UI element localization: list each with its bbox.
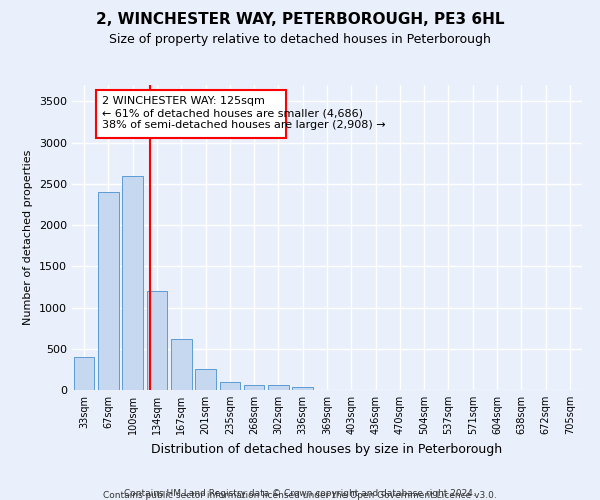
- Y-axis label: Number of detached properties: Number of detached properties: [23, 150, 34, 325]
- Bar: [74, 357, 94, 390]
- Bar: [244, 384, 265, 390]
- Text: 2 WINCHESTER WAY: 125sqm: 2 WINCHESTER WAY: 125sqm: [103, 96, 265, 106]
- Text: ← 61% of detached houses are smaller (4,686): ← 61% of detached houses are smaller (4,…: [103, 108, 364, 118]
- Bar: [98, 192, 119, 390]
- Bar: [268, 386, 289, 390]
- Bar: [292, 386, 313, 390]
- Bar: [122, 176, 143, 390]
- X-axis label: Distribution of detached houses by size in Peterborough: Distribution of detached houses by size …: [151, 442, 503, 456]
- Text: 2, WINCHESTER WAY, PETERBOROUGH, PE3 6HL: 2, WINCHESTER WAY, PETERBOROUGH, PE3 6HL: [96, 12, 504, 28]
- Bar: [195, 370, 216, 390]
- Text: Size of property relative to detached houses in Peterborough: Size of property relative to detached ho…: [109, 32, 491, 46]
- Bar: [220, 382, 240, 390]
- Bar: [171, 339, 191, 390]
- Text: Contains public sector information licensed under the Open Government Licence v3: Contains public sector information licen…: [103, 491, 497, 500]
- FancyBboxPatch shape: [96, 90, 286, 138]
- Text: 38% of semi-detached houses are larger (2,908) →: 38% of semi-detached houses are larger (…: [103, 120, 386, 130]
- Text: Contains HM Land Registry data © Crown copyright and database right 2024.: Contains HM Land Registry data © Crown c…: [124, 488, 476, 498]
- Bar: [146, 291, 167, 390]
